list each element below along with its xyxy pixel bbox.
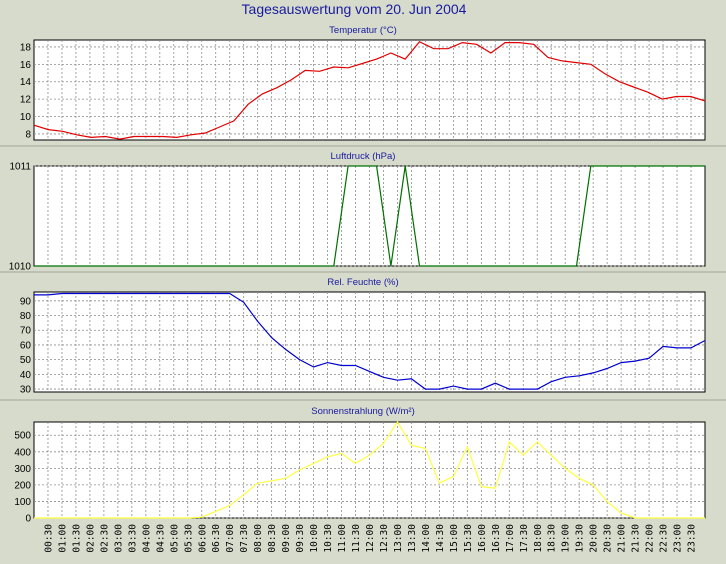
x-axis: 00:30 01:00 01:30 02:00 02:30 03:00 03:30 04:00… — [44, 524, 698, 553]
panel-1: Temperatur (°C) 8 10 12 14 16 18 — [20, 25, 706, 141]
x-tick-label: 08:30 — [267, 524, 278, 553]
x-tick-label: 02:00 — [85, 524, 96, 553]
x-tick-label: 12:30 — [379, 524, 390, 553]
panel-2: Luftdruck (hPa) 1010 1011 — [0, 145, 726, 273]
y-tick-label: 1010 — [9, 262, 32, 273]
x-tick-label: 21:30 — [631, 524, 642, 553]
x-tick-label: 03:00 — [113, 524, 124, 553]
y-tick-label: 400 — [14, 447, 31, 458]
x-tick-label: 17:00 — [505, 524, 516, 553]
x-tick-label: 04:30 — [155, 524, 166, 553]
x-tick-label: 07:00 — [225, 524, 236, 553]
y-tick-label: 70 — [20, 326, 32, 337]
panel-title: Sonnenstrahlung (W/m²) — [311, 406, 414, 417]
x-tick-label: 13:00 — [393, 524, 404, 553]
x-tick-label: 23:30 — [687, 524, 698, 553]
x-tick-label: 18:30 — [547, 524, 558, 553]
series-line-3 — [34, 292, 705, 390]
x-tick-label: 15:00 — [449, 524, 460, 553]
panel-title: Rel. Feuchte (%) — [327, 277, 398, 288]
x-tick-label: 09:30 — [295, 524, 306, 553]
x-tick-label: 16:30 — [491, 524, 502, 553]
x-tick-label: 20:00 — [589, 524, 600, 553]
y-tick-label: 12 — [20, 95, 32, 106]
x-tick-label: 20:30 — [603, 524, 614, 553]
y-tick-label: 500 — [14, 431, 31, 442]
x-tick-label: 15:30 — [463, 524, 474, 553]
x-tick-label: 05:00 — [169, 524, 180, 553]
x-tick-label: 11:30 — [351, 524, 362, 553]
x-tick-label: 01:30 — [71, 524, 82, 553]
x-tick-label: 10:00 — [309, 524, 320, 553]
x-tick-label: 13:30 — [407, 524, 418, 553]
x-tick-label: 08:00 — [253, 524, 264, 553]
series-line-4 — [34, 421, 705, 519]
y-tick-label: 14 — [20, 77, 32, 88]
x-tick-label: 14:30 — [435, 524, 446, 553]
y-tick-label: 50 — [20, 355, 32, 366]
y-tick-label: 100 — [14, 497, 31, 508]
x-tick-label: 10:30 — [323, 524, 334, 553]
panel-4: Sonnenstrahlung (W/m²) 0 100 200 300 400 500 — [0, 399, 726, 525]
x-tick-label: 11:00 — [337, 524, 348, 553]
y-tick-label: 60 — [20, 340, 32, 351]
panel-3: Rel. Feuchte (%) 30 40 50 60 70 80 90 — [0, 271, 726, 396]
x-tick-label: 14:00 — [421, 524, 432, 553]
y-tick-label: 300 — [14, 464, 31, 475]
x-tick-label: 17:30 — [519, 524, 530, 553]
x-tick-label: 18:00 — [533, 524, 544, 553]
x-tick-label: 00:30 — [44, 524, 55, 553]
x-tick-label: 09:00 — [281, 524, 292, 553]
x-tick-label: 07:30 — [239, 524, 250, 553]
x-tick-label: 03:30 — [127, 524, 138, 553]
x-tick-label: 23:00 — [673, 524, 684, 553]
x-tick-label: 19:00 — [561, 524, 572, 553]
x-tick-label: 22:00 — [645, 524, 656, 553]
x-tick-label: 22:30 — [659, 524, 670, 553]
x-tick-label: 16:00 — [477, 524, 488, 553]
y-tick-label: 80 — [20, 311, 32, 322]
x-tick-label: 12:00 — [365, 524, 376, 553]
x-tick-label: 06:30 — [211, 524, 222, 553]
y-tick-label: 30 — [20, 385, 32, 396]
x-tick-label: 04:00 — [141, 524, 152, 553]
x-tick-label: 01:00 — [58, 524, 69, 553]
y-tick-label: 18 — [20, 42, 32, 53]
panel-title: Temperatur (°C) — [329, 25, 397, 36]
y-tick-label: 8 — [25, 129, 31, 140]
y-tick-label: 0 — [25, 514, 31, 525]
x-tick-label: 21:00 — [617, 524, 628, 553]
x-tick-label: 05:30 — [183, 524, 194, 553]
x-tick-label: 06:00 — [197, 524, 208, 553]
series-line-2 — [34, 165, 705, 267]
y-tick-label: 16 — [20, 60, 32, 71]
series-line-1 — [34, 40, 705, 140]
x-tick-label: 02:30 — [99, 524, 110, 553]
chart-panels: Temperatur (°C) 8 10 12 14 16 18 Luftdruck (hPa… — [0, 25, 726, 525]
chart-title: Tagesauswertung vom 20. Jun 2004 — [242, 1, 467, 17]
panel-title: Luftdruck (hPa) — [331, 151, 396, 162]
y-tick-label: 40 — [20, 370, 32, 381]
x-tick-label: 19:30 — [575, 524, 586, 553]
y-tick-label: 90 — [20, 296, 32, 307]
y-tick-label: 1011 — [9, 162, 31, 173]
y-tick-label: 200 — [14, 480, 31, 491]
y-tick-label: 10 — [20, 112, 32, 123]
